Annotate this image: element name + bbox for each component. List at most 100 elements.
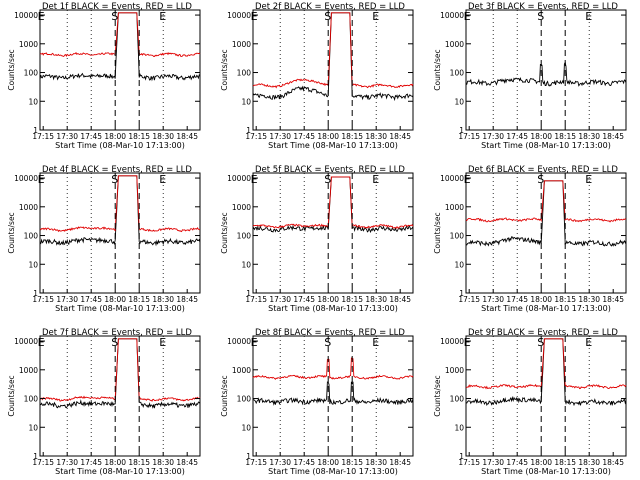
event-marker: E xyxy=(372,336,379,349)
y-tick-label: 100 xyxy=(450,232,465,241)
y-tick-label: 100 xyxy=(237,69,252,78)
x-tick-label: 18:30 xyxy=(152,458,174,467)
event-marker: E xyxy=(372,173,379,186)
y-tick-label: 100 xyxy=(237,395,252,404)
x-tick-label: 18:45 xyxy=(602,458,624,467)
red-series-line xyxy=(252,357,414,380)
y-tick-label: 10000 xyxy=(440,337,464,346)
panel-title: Det 4f BLACK = Events, RED = LLD xyxy=(42,165,192,175)
y-tick-label: 10000 xyxy=(440,11,464,20)
x-axis-label: Start Time (08-Mar-10 17:13:00) xyxy=(481,304,611,313)
y-tick-label: 1 xyxy=(459,289,464,298)
x-tick-label: 18:15 xyxy=(341,458,363,467)
x-tick-label: 18:00 xyxy=(104,458,126,467)
x-tick-label: 17:45 xyxy=(506,295,528,304)
x-tick-label: 17:45 xyxy=(80,458,102,467)
x-tick-label: 17:15 xyxy=(245,458,267,467)
event-marker: E xyxy=(585,173,592,186)
plot-frame xyxy=(39,9,201,131)
y-tick-label: 10000 xyxy=(14,174,38,183)
y-tick-label: 10 xyxy=(28,423,38,432)
y-tick-label: 10000 xyxy=(440,174,464,183)
red-series-line xyxy=(39,12,201,58)
y-tick-label: 100 xyxy=(24,395,39,404)
event-marker: E xyxy=(464,173,471,186)
x-tick-label: 17:45 xyxy=(80,132,102,141)
x-tick-label: 18:15 xyxy=(341,295,363,304)
plot-frame xyxy=(39,172,201,294)
plot-frame xyxy=(465,172,627,294)
x-tick-label: 18:15 xyxy=(554,295,576,304)
y-tick-label: 10 xyxy=(241,97,251,106)
plot-frame xyxy=(252,172,414,294)
event-marker: S xyxy=(324,336,331,349)
x-tick-label: 17:15 xyxy=(458,132,480,141)
x-tick-label: 18:15 xyxy=(554,132,576,141)
x-tick-label: 18:30 xyxy=(365,295,387,304)
event-marker: E xyxy=(464,10,471,23)
y-tick-label: 1 xyxy=(246,452,251,461)
y-tick-label: 1 xyxy=(459,126,464,135)
black-series-line xyxy=(465,61,627,87)
event-marker: E xyxy=(464,336,471,349)
event-marker: E xyxy=(585,336,592,349)
y-tick-label: 1 xyxy=(33,126,38,135)
y-tick-label: 100 xyxy=(24,232,39,241)
x-axis-label: Start Time (08-Mar-10 17:13:00) xyxy=(268,304,398,313)
x-tick-label: 18:15 xyxy=(554,458,576,467)
x-tick-label: 17:30 xyxy=(56,458,78,467)
y-tick-label: 10000 xyxy=(227,11,251,20)
event-marker: S xyxy=(324,10,331,23)
x-tick-label: 18:15 xyxy=(341,132,363,141)
event-marker: E xyxy=(159,173,166,186)
y-tick-label: 10 xyxy=(241,260,251,269)
panel-title: Det 2f BLACK = Events, RED = LLD xyxy=(255,2,405,12)
x-tick-label: 17:15 xyxy=(458,295,480,304)
x-tick-label: 17:45 xyxy=(506,132,528,141)
y-tick-label: 1 xyxy=(33,452,38,461)
black-series-line xyxy=(465,338,627,407)
x-tick-label: 18:00 xyxy=(317,458,339,467)
black-series-line xyxy=(252,176,414,234)
x-tick-label: 18:00 xyxy=(104,132,126,141)
x-tick-label: 17:15 xyxy=(32,295,54,304)
plot-frame xyxy=(465,335,627,457)
y-axis-label: Counts/sec xyxy=(220,375,229,416)
x-axis-label: Start Time (08-Mar-10 17:13:00) xyxy=(55,141,185,150)
x-tick-label: 18:00 xyxy=(530,295,552,304)
x-tick-label: 18:45 xyxy=(602,295,624,304)
y-tick-label: 10 xyxy=(28,260,38,269)
x-tick-label: 17:30 xyxy=(269,295,291,304)
x-axis-label: Start Time (08-Mar-10 17:13:00) xyxy=(268,141,398,150)
x-tick-label: 17:30 xyxy=(56,295,78,304)
black-series-line xyxy=(39,338,201,409)
red-series-line xyxy=(465,180,627,223)
event-marker: S xyxy=(537,173,544,186)
y-tick-label: 1000 xyxy=(232,40,251,49)
x-tick-label: 18:30 xyxy=(578,295,600,304)
x-tick-label: 18:00 xyxy=(104,295,126,304)
x-tick-label: 17:15 xyxy=(458,458,480,467)
y-tick-label: 100 xyxy=(450,69,465,78)
y-tick-label: 10000 xyxy=(227,174,251,183)
x-tick-label: 17:30 xyxy=(269,132,291,141)
event-marker: S xyxy=(111,173,118,186)
y-axis-label: Counts/sec xyxy=(7,49,16,90)
panel-title: Det 9f BLACK = Events, RED = LLD xyxy=(468,328,618,338)
x-tick-label: 17:15 xyxy=(32,132,54,141)
event-marker: E xyxy=(159,336,166,349)
y-axis-label: Counts/sec xyxy=(7,212,16,253)
plot-frame xyxy=(252,335,414,457)
y-tick-label: 1000 xyxy=(19,203,38,212)
y-tick-label: 10 xyxy=(241,423,251,432)
x-tick-label: 17:45 xyxy=(80,295,102,304)
event-marker: E xyxy=(38,10,45,23)
y-tick-label: 10000 xyxy=(14,337,38,346)
event-marker: E xyxy=(251,173,258,186)
